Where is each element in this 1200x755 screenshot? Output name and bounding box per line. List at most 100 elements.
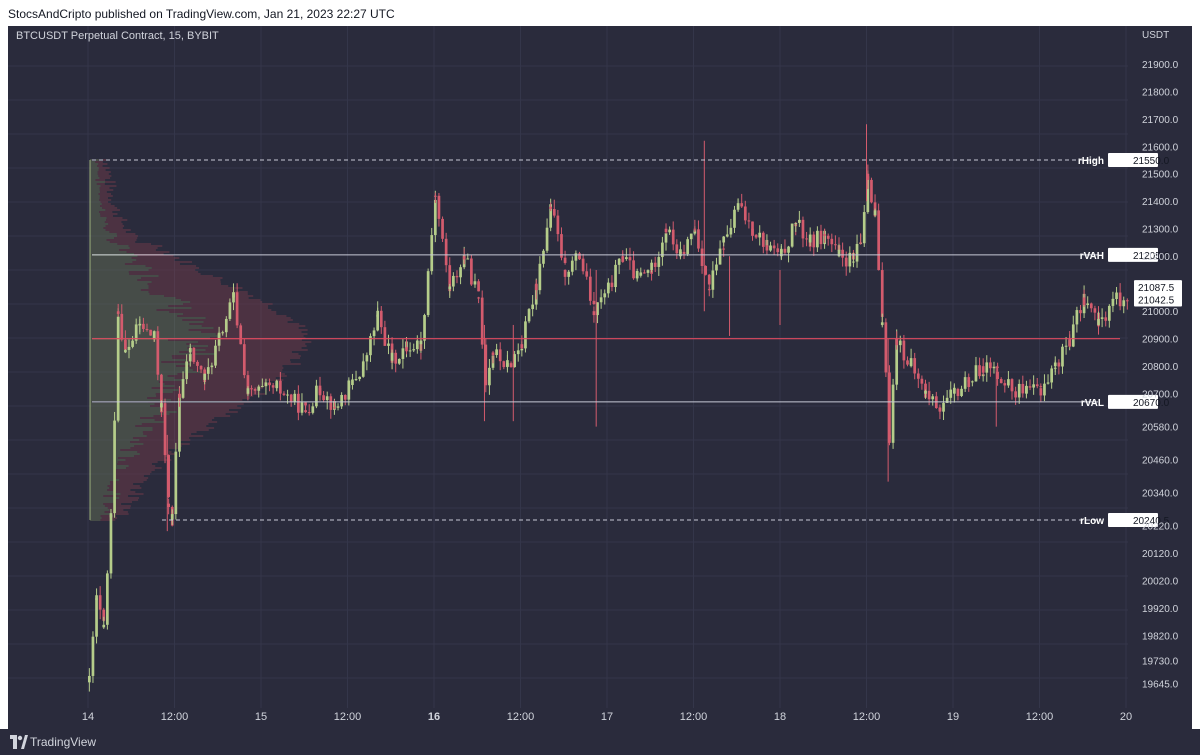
candle-body (351, 379, 354, 386)
candle-body (491, 352, 495, 356)
candle-body (574, 253, 578, 261)
candle-body (480, 297, 484, 345)
candle-body (906, 360, 909, 365)
symbol-title: BTCUSDT Perpetual Contract, 15, BYBIT (16, 30, 219, 42)
price-tick: 20220.0 (1142, 522, 1179, 533)
candle-body (567, 271, 571, 277)
candle-body (913, 358, 917, 374)
candle-body (271, 385, 275, 388)
candle-body (408, 350, 412, 352)
chart-pane[interactable]: BTCUSDT Perpetual Contract, 15, BYBIT rHi… (8, 26, 1192, 729)
candle-body (322, 395, 325, 401)
candle-body (1089, 303, 1093, 309)
candle-body (769, 245, 772, 251)
currency-label: USDT (1142, 30, 1169, 41)
candle-body (239, 325, 243, 345)
candle-body (372, 330, 376, 337)
candle-body (902, 340, 906, 361)
candle-body (841, 249, 844, 258)
candle-body (426, 271, 430, 316)
candle-body (596, 302, 599, 316)
candle-body (524, 321, 527, 349)
candle-body (250, 388, 253, 390)
level-label-rvah: rVAH (1080, 251, 1104, 262)
candle-body (448, 286, 452, 290)
price-chart[interactable]: BTCUSDT Perpetual Contract, 15, BYBIT rHi… (8, 26, 1192, 729)
candle-body (747, 220, 751, 222)
candle-body (1075, 310, 1079, 325)
candle-body (621, 256, 625, 260)
candle-body (181, 379, 185, 398)
candle-body (423, 315, 426, 341)
candle-body (1053, 362, 1057, 367)
candle-body (1068, 338, 1072, 347)
candle-body (149, 329, 152, 336)
price-tick: 19645.0 (1142, 680, 1179, 691)
candle-body (916, 373, 920, 379)
candle-body (448, 265, 452, 292)
candle-body (758, 232, 762, 238)
candle-body (318, 388, 322, 396)
price-tick: 19730.0 (1142, 656, 1179, 667)
time-tick: 14 (82, 711, 94, 723)
candle-body (588, 276, 592, 301)
candle-body (242, 344, 246, 376)
candle-body (1093, 308, 1097, 313)
candle-body (794, 222, 798, 224)
candle-body (607, 282, 610, 290)
candle-body (185, 361, 189, 380)
candle-body (545, 227, 549, 251)
candle-body (722, 236, 726, 243)
price-tick: 20700.0 (1142, 390, 1179, 401)
candle-body (120, 313, 124, 340)
candle-body (736, 203, 740, 207)
candle-body (873, 210, 877, 215)
candle-body (754, 234, 758, 238)
candle-body (920, 378, 924, 384)
candle-body (509, 363, 513, 368)
time-tick: 12:00 (853, 711, 881, 723)
candle-body (578, 256, 581, 259)
candle-body (924, 390, 927, 394)
candle-body (477, 297, 480, 299)
candle-body (740, 203, 744, 207)
candle-body (542, 250, 545, 264)
candle-body (311, 406, 315, 413)
candle-body (260, 386, 264, 388)
time-tick: 18 (774, 711, 786, 723)
candle-body (257, 386, 261, 391)
candle-body (743, 206, 747, 221)
candle-body (639, 272, 643, 276)
candle-body (369, 336, 372, 356)
candle-body (852, 261, 855, 263)
candle-body (430, 235, 434, 272)
candle-body (361, 361, 365, 367)
candle-body (217, 332, 221, 339)
time-tick: 15 (255, 711, 267, 723)
candle-body (614, 264, 617, 288)
candle-body (628, 257, 632, 261)
candle-body (1097, 318, 1100, 325)
candle-body (502, 361, 506, 368)
candle-body (1057, 362, 1061, 367)
candle-body (221, 332, 225, 334)
candle-body (963, 377, 967, 389)
candle-body (798, 219, 801, 223)
candle-body (1064, 345, 1068, 347)
candle-body (653, 262, 657, 267)
candle-body (95, 595, 98, 600)
candle-body (834, 244, 837, 246)
candle-body (707, 274, 711, 285)
candle-body (989, 362, 992, 369)
candle-body (1086, 303, 1090, 306)
candle-body (679, 251, 682, 257)
candle-body (657, 257, 661, 267)
candle-body (697, 229, 700, 249)
candle-body (563, 269, 567, 277)
candle-body (1079, 310, 1082, 314)
candle-body (228, 302, 232, 319)
candle-body (643, 272, 646, 274)
candle-body (1082, 297, 1086, 306)
candle-body (898, 340, 902, 346)
candle-body (415, 340, 419, 350)
